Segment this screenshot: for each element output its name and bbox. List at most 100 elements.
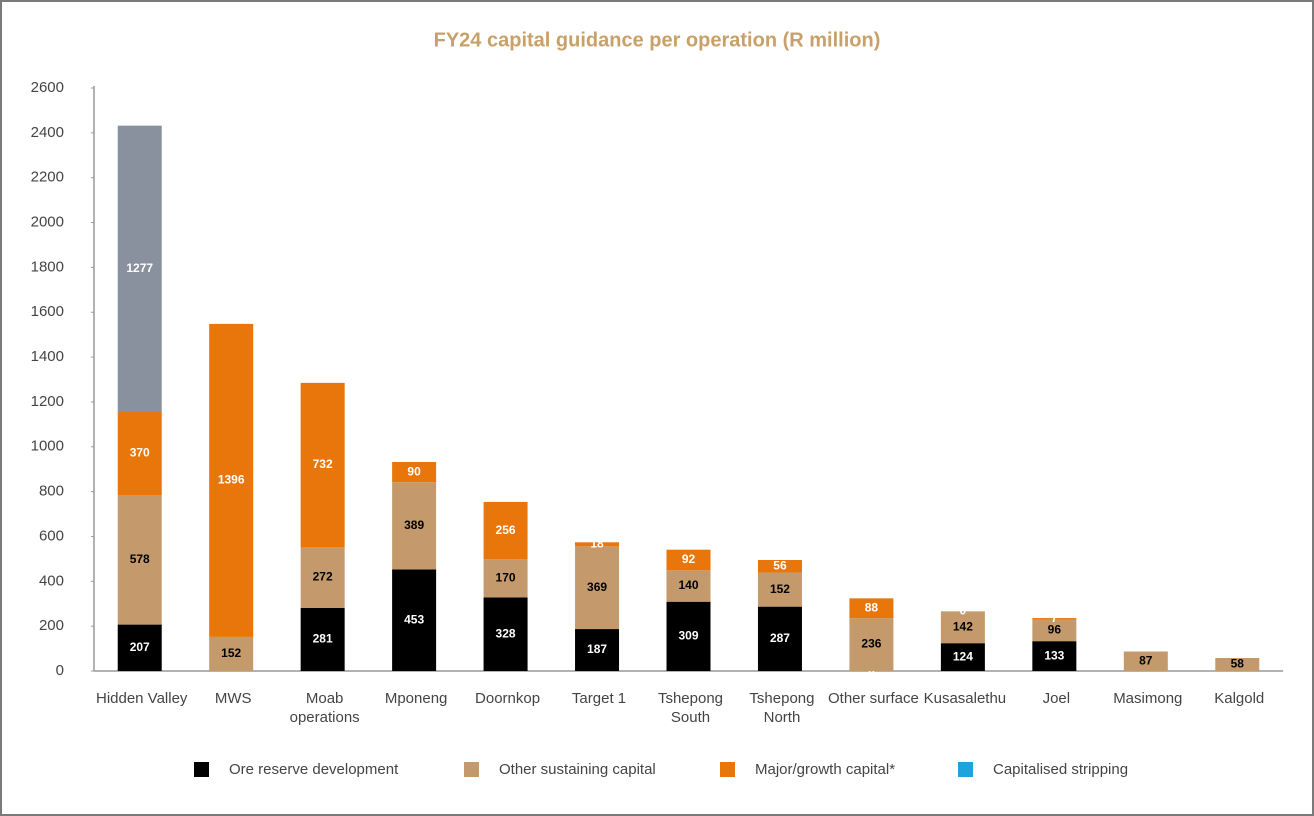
data-label: 58 (1231, 657, 1245, 671)
x-tick-label: Masimong (1113, 690, 1183, 707)
bar-segment (666, 570, 711, 602)
data-label: 287 (770, 631, 790, 645)
legend-label: Major/growth capital* (755, 761, 895, 778)
x-tick-label: Moab operations (289, 690, 360, 726)
data-label: 732 (313, 457, 333, 471)
data-label: 56 (773, 558, 787, 572)
y-tick-label: 1400 (31, 348, 64, 365)
legend-swatch (464, 762, 479, 777)
bar-segment (575, 546, 620, 630)
bar-segment (575, 629, 620, 671)
bar-segment (849, 598, 894, 619)
legend-label: Capitalised stripping (993, 761, 1128, 778)
data-label: 124 (953, 649, 973, 663)
bar-segment (300, 607, 345, 671)
x-tick-label: Hidden Valley (95, 690, 188, 707)
bar-segment (1123, 651, 1168, 671)
chart-title: FY24 capital guidance per operation (R m… (434, 29, 881, 51)
bar-segment (940, 643, 985, 671)
x-tick-label: Target 1 (571, 690, 627, 707)
data-label: 256 (496, 523, 516, 537)
x-tick-label: Mponeng (384, 690, 448, 707)
data-label: 170 (496, 571, 516, 585)
x-tick-label: MWS (214, 690, 252, 707)
y-tick-label: 1000 (31, 438, 64, 455)
bar-segment (757, 606, 802, 671)
x-tick-label: Other surface (827, 690, 919, 707)
x-tick-label: Kusasalethu (923, 690, 1007, 707)
y-tick-label: 2400 (31, 124, 64, 141)
data-label: 92 (682, 552, 696, 566)
data-label: 309 (678, 629, 698, 643)
y-tick-label: 2200 (31, 169, 64, 186)
data-label: 140 (678, 578, 698, 592)
data-label: 281 (313, 632, 333, 646)
bar-segment (300, 382, 345, 548)
data-label: 7 (1051, 611, 1058, 625)
data-label: 133 (1044, 648, 1064, 662)
x-tick-label: Doornkop (475, 690, 541, 707)
data-label: 1277 (126, 261, 153, 275)
x-tick-label: Tshepong South (657, 690, 724, 726)
bar-segment (483, 559, 528, 598)
data-label: 152 (770, 582, 790, 596)
bar-segment (209, 636, 254, 671)
data-label: 272 (313, 570, 333, 584)
data-label: 369 (587, 580, 607, 594)
legend-label: Other sustaining capital (499, 761, 656, 778)
legend-swatch (720, 762, 735, 777)
bar-segment (483, 597, 528, 671)
bar-segment (849, 618, 894, 671)
bar-segment (392, 482, 437, 570)
data-label: 152 (221, 646, 241, 660)
data-label: 453 (404, 612, 424, 626)
y-tick-label: 800 (39, 483, 64, 500)
bar-segment (575, 542, 620, 547)
data-label: 207 (130, 640, 150, 654)
x-tick-label: Tshepong North (749, 690, 815, 726)
bar-segment (1032, 618, 1077, 620)
bar-segment (392, 569, 437, 671)
data-label: 187 (587, 642, 607, 656)
bar-segment (117, 624, 162, 671)
legend-label: Ore reserve development (229, 761, 399, 778)
bar-segment (757, 560, 802, 573)
data-label: 236 (861, 637, 881, 651)
bar-segment (666, 549, 711, 571)
bar-segment (209, 323, 254, 637)
legend-swatch (958, 762, 973, 777)
y-tick-label: 1600 (31, 303, 64, 320)
bar-segment (666, 601, 711, 671)
bar-segment (392, 462, 437, 483)
y-tick-label: 400 (39, 572, 64, 589)
data-label: 578 (130, 552, 150, 566)
bar-segment (117, 412, 162, 495)
y-tick-label: 1200 (31, 393, 64, 410)
data-label: 88 (865, 600, 879, 614)
y-tick-label: 1800 (31, 258, 64, 275)
data-label: 0 (960, 604, 967, 618)
bar-segment (1032, 641, 1077, 671)
data-label: 389 (404, 518, 424, 532)
y-tick-label: 2000 (31, 214, 64, 231)
x-tick-label: Kalgold (1214, 690, 1265, 707)
bar-segment (117, 494, 162, 625)
data-label: 370 (130, 446, 150, 460)
bar-segment (300, 547, 345, 608)
data-label: 142 (953, 619, 973, 633)
data-label: 90 (407, 464, 421, 478)
y-tick-label: 2600 (31, 79, 64, 96)
data-label: 87 (1139, 653, 1153, 667)
y-tick-label: 200 (39, 617, 64, 634)
bar-segment (117, 125, 162, 413)
bar-segment (1215, 657, 1260, 671)
data-label: 96 (1048, 623, 1062, 637)
bar-segment (757, 572, 802, 607)
data-label: 18 (590, 536, 604, 550)
bar-segment (940, 611, 985, 644)
bar-segment (483, 501, 528, 560)
bar-segment (1032, 619, 1077, 642)
data-label: 1396 (218, 473, 245, 487)
